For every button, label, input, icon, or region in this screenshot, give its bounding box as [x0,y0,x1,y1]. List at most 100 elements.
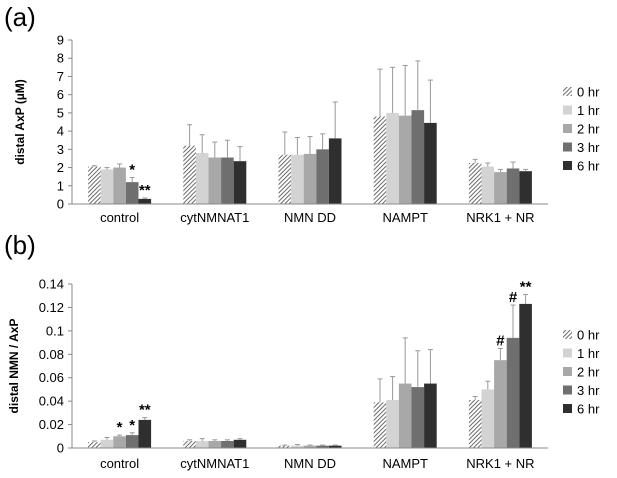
panel-a-bar-cytnmnat1-6-hr [233,161,247,204]
panel-b-bar-nampt-6-hr [424,383,437,448]
panel-a-y-tick-label: 9 [57,33,64,48]
panel-b-legend-label-2-hr: 2 hr [577,365,600,380]
panel-b-y-tick-label: 0.08 [39,347,64,362]
panel-b-significance-marker: * [117,419,123,436]
panel-b-bar-nrk1-nr-2-hr [494,360,507,448]
panel-a-legend-swatch-0-hr [563,87,572,96]
panel-a-error-bars [91,60,529,199]
panel-b-bar-control-2-hr [113,436,126,448]
panel-a-category-label-cytnmnat1: cytNMNAT1 [180,210,249,225]
panel-a-legend-swatch-1-hr [563,105,572,115]
panel-b-bar-nmn-dd-1-hr [291,445,304,448]
panel-a-y-tick-label: 4 [57,124,64,139]
panel-a-bar-nmn-dd-1-hr [291,154,304,204]
panel-b-y-tick-label: 0 [57,441,64,456]
panel-b-bar-cytnmnat1-6-hr [233,439,247,448]
panel-b-error-bars [91,294,529,446]
panel-a-y-tick-label: 6 [57,87,64,102]
panel-b-bar-nrk1-nr-6-hr [519,303,532,448]
panel-a-y-axis-label: distal AxP (µM) [13,79,27,165]
panel-b-significance-marker: # [496,332,505,349]
panel-a-category-label-control: control [100,210,139,225]
panel-b-bar-nmn-dd-3-hr [316,445,329,448]
panel-a-legend-label-1-hr: 1 hr [577,103,600,118]
panel-b-bar-nrk1-nr-3-hr [506,337,520,448]
panel-b-category-label-cytnmnat1: cytNMNAT1 [180,456,249,471]
panel-b-annotations: * ***##** [117,279,532,437]
panel-a-significance-marker: * [129,162,135,179]
panel-a-bar-nmn-dd-6-hr [328,138,342,204]
panel-b-bar-nampt-1-hr [386,399,399,448]
panel-b-significance-marker: ** [139,402,151,419]
panel-b-legend-swatch-2-hr [563,367,572,376]
panel-a-annotations: *** [129,162,151,199]
panel-a-bar-control-2-hr [113,167,126,204]
panel-b-significance-marker: ** [520,279,532,296]
panel-b-y-tick-label: 0.1 [46,323,64,338]
panel-a-bars [88,110,532,204]
panel-a-bar-control-1-hr [100,169,114,204]
panel-a-legend-label-6-hr: 6 hr [577,159,600,174]
panel-a-legend-label-3-hr: 3 hr [577,140,600,155]
panel-a-category-label-nmn-dd: NMN DD [284,210,336,225]
panel-b-category-label-nrk1-nr: NRK1 + NR [466,456,534,471]
panel-a-y-tick-label: 1 [57,178,64,193]
panel-b-bar-control-1-hr [100,439,114,448]
panel-a-bar-nampt-2-hr [398,115,412,204]
panel-a-legend-swatch-6-hr [563,161,572,170]
panel-b-legend-label-0-hr: 0 hr [577,328,600,343]
panel-a-bar-cytnmnat1-0-hr [183,145,196,204]
panel-a-bar-control-3-hr [125,182,139,204]
panel-a-legend-label-2-hr: 2 hr [577,122,600,137]
panel-a-bar-nampt-1-hr [386,112,399,204]
panel-a-category-label-nrk1-nr: NRK1 + NR [466,210,534,225]
panel-a-legend-swatch-2-hr [563,124,572,133]
panel-a-bar-cytnmnat1-3-hr [221,157,234,204]
panel-b-bar-nrk1-nr-1-hr [481,389,495,448]
panel-a-legend-label-0-hr: 0 hr [577,85,600,100]
panel-a-label: (a) [4,2,36,32]
panel-b-bar-nampt-3-hr [411,387,425,448]
panel-b-bar-nampt-2-hr [398,383,412,448]
panel-b-bar-nampt-0-hr [373,402,387,448]
panel-b-legend-label-1-hr: 1 hr [577,346,600,361]
panel-b-bar-control-3-hr [125,435,139,448]
panel-a-bar-nrk1-nr-0-hr [468,163,482,204]
panel-a-bar-control-0-hr [88,166,101,204]
panel-a-y-ticks: 0 1 2 3 4 5 6 7 8 9 [57,33,72,212]
panel-b-bar-control-6-hr [138,419,152,448]
panel-b: (b) distal NMN / AxP 0 0.02 0.04 0.06 0.08 0.… [4,230,600,471]
panel-a-y-tick-label: 0 [57,197,64,212]
panel-b-y-tick-label: 0.06 [39,370,64,385]
panel-a-bar-nmn-dd-0-hr [278,154,292,204]
panel-b-category-label-control: control [100,456,139,471]
panel-a-bar-nampt-3-hr [411,110,425,204]
panel-a-y-tick-label: 2 [57,160,64,175]
panel-a-category-label-nampt: NAMPT [382,210,428,225]
panel-a-y-tick-label: 8 [57,51,64,66]
panel-a-y-tick-label: 7 [57,69,64,84]
panel-b-legend-swatch-6-hr [563,404,572,413]
panel-b-significance-marker: * [129,417,135,434]
panel-a-bar-nmn-dd-3-hr [316,149,329,204]
panel-b-legend-swatch-1-hr [563,348,572,358]
panel-a-y-tick-label: 3 [57,142,64,157]
panel-b-bar-nmn-dd-2-hr [303,445,317,448]
panel-b-bar-cytnmnat1-3-hr [221,440,234,448]
panel-b-label: (b) [4,230,36,260]
panel-b-legend-swatch-3-hr [563,385,572,395]
panel-b-category-label-nampt: NAMPT [382,456,428,471]
panel-b-y-tick-label: 0.14 [39,277,64,292]
panel-a-bar-nrk1-nr-2-hr [494,172,507,204]
panel-a-bar-nrk1-nr-1-hr [481,166,495,204]
panel-a-y-tick-label: 5 [57,105,64,120]
panel-b-y-axis-label: distal NMN / AxP [7,319,21,414]
panel-b-y-tick-label: 0.12 [39,300,64,315]
panel-a: (a) distal AxP (µM) 0 1 2 3 4 5 6 7 8 9 *** contr… [4,2,600,225]
panel-b-category-labels: control cytNMNAT1 NMN DD NAMPT NRK1 + NR [100,456,534,471]
panel-b-bar-nrk1-nr-0-hr [468,399,482,448]
panel-b-category-label-nmn-dd: NMN DD [284,456,336,471]
panel-a-bar-cytnmnat1-1-hr [195,152,209,204]
panel-a-legend-swatch-3-hr [563,142,572,152]
